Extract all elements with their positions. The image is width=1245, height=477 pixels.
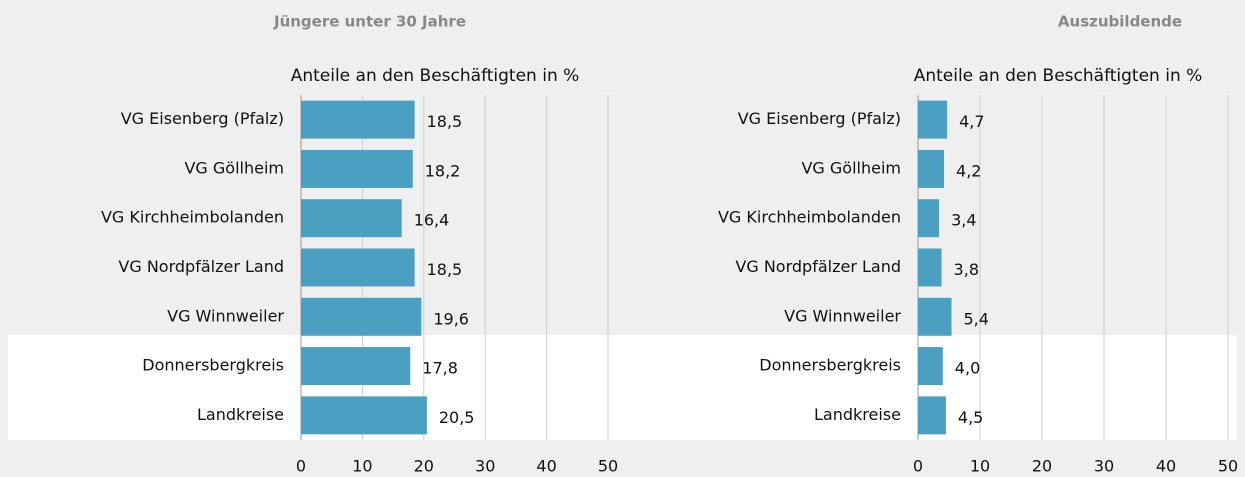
bar [918, 100, 948, 139]
y-tick-label: VG Göllheim [184, 158, 284, 177]
x-tick-label: 10 [970, 457, 990, 476]
x-tick-label: 10 [352, 457, 372, 476]
y-tick-label: VG Kirchheimbolanden [101, 208, 284, 227]
y-tick-label: VG Göllheim [801, 158, 901, 177]
bar [301, 396, 427, 435]
bar [301, 347, 411, 386]
y-tick-label: VG Winnweiler [784, 306, 901, 325]
value-label: 20,5 [439, 408, 475, 427]
chart-subtitle: Anteile an den Beschäftigten in % [914, 66, 1203, 86]
bar [918, 396, 946, 435]
y-tick-label: VG Eisenberg (Pfalz) [121, 109, 284, 128]
bar [301, 100, 415, 139]
bar [301, 199, 402, 238]
bar [301, 149, 413, 188]
x-tick-label: 40 [536, 457, 556, 476]
x-tick-label: 0 [913, 457, 923, 476]
value-label: 19,6 [433, 309, 469, 328]
bar [918, 248, 942, 287]
x-tick-label: 20 [1032, 457, 1052, 476]
value-label: 16,4 [414, 211, 450, 230]
x-tick-label: 0 [296, 457, 306, 476]
y-tick-label: Donnersbergkreis [759, 356, 901, 375]
y-tick-label: Landkreise [814, 405, 901, 424]
bar [918, 199, 940, 238]
chart-title: Auszubildende [1058, 13, 1182, 31]
value-label: 4,5 [958, 408, 983, 427]
value-label: 3,4 [951, 211, 976, 230]
value-label: 4,0 [955, 359, 980, 378]
y-tick-label: VG Kirchheimbolanden [718, 208, 901, 227]
value-label: 18,2 [425, 161, 461, 180]
y-tick-label: VG Nordpfälzer Land [735, 257, 901, 276]
value-label: 18,5 [427, 112, 463, 131]
x-tick-label: 30 [475, 457, 495, 476]
chart-title: Jüngere unter 30 Jahre [273, 13, 466, 31]
bar [918, 297, 952, 336]
y-tick-label: Donnersbergkreis [142, 356, 284, 375]
chart-subtitle: Anteile an den Beschäftigten in % [291, 66, 580, 86]
value-label: 18,5 [427, 260, 463, 279]
y-tick-label: Landkreise [197, 405, 284, 424]
value-label: 4,7 [959, 112, 984, 131]
value-label: 4,2 [956, 161, 981, 180]
x-tick-label: 20 [414, 457, 434, 476]
value-label: 5,4 [963, 309, 988, 328]
x-tick-label: 40 [1156, 457, 1176, 476]
bar [918, 149, 945, 188]
bar [301, 248, 415, 287]
y-tick-label: VG Winnweiler [167, 306, 284, 325]
y-tick-label: VG Nordpfälzer Land [118, 257, 284, 276]
x-tick-label: 50 [1218, 457, 1238, 476]
x-tick-label: 30 [1094, 457, 1114, 476]
value-label: 17,8 [422, 359, 458, 378]
value-label: 3,8 [954, 260, 979, 279]
bar [301, 297, 422, 336]
bar [918, 347, 943, 386]
y-tick-label: VG Eisenberg (Pfalz) [738, 109, 901, 128]
x-tick-label: 50 [598, 457, 618, 476]
highlight-band [8, 335, 1237, 440]
